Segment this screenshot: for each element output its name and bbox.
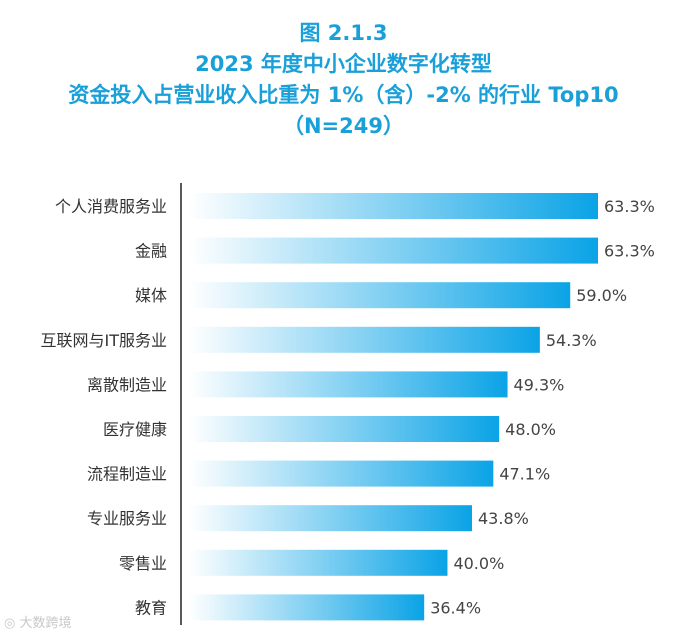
category-label: 互联网与IT服务业 xyxy=(41,331,168,350)
value-label: 54.3% xyxy=(546,331,597,350)
value-label: 43.8% xyxy=(478,509,529,528)
bar xyxy=(189,282,571,309)
category-label: 医疗健康 xyxy=(103,420,167,439)
category-label: 零售业 xyxy=(119,554,167,573)
bar xyxy=(189,594,425,621)
category-label: 个人消费服务业 xyxy=(55,197,167,216)
bar xyxy=(189,460,494,487)
title-line-3: 资金投入占营业收入比重为 1%（含）-2% 的行业 Top10 xyxy=(68,83,619,107)
value-label: 40.0% xyxy=(453,554,504,573)
category-label: 金融 xyxy=(135,242,167,261)
bar xyxy=(189,549,448,576)
value-label: 63.3% xyxy=(604,242,655,261)
bar xyxy=(189,193,598,219)
title-line-4: （N=249） xyxy=(282,114,404,138)
watermark: ◎ 大数跨境 xyxy=(4,612,72,631)
chart-title: 图 2.1.3 2023 年度中小企业数字化转型 资金投入占营业收入比重为 1%… xyxy=(0,18,687,142)
watermark-text: 大数跨境 xyxy=(19,616,72,631)
category-label: 教育 xyxy=(135,598,167,617)
value-label: 59.0% xyxy=(576,286,627,305)
title-line-1: 图 2.1.3 xyxy=(299,21,388,45)
value-label: 48.0% xyxy=(505,420,556,439)
bar xyxy=(189,371,508,398)
value-label: 49.3% xyxy=(514,375,565,394)
bar xyxy=(189,326,540,353)
value-label: 47.1% xyxy=(499,465,550,484)
category-label: 专业服务业 xyxy=(87,509,167,528)
bar xyxy=(189,416,500,442)
value-label: 36.4% xyxy=(430,598,481,617)
category-label: 媒体 xyxy=(135,286,167,305)
title-line-2: 2023 年度中小企业数字化转型 xyxy=(195,52,492,76)
value-label: 63.3% xyxy=(604,197,655,216)
category-label: 流程制造业 xyxy=(87,465,167,484)
bar xyxy=(189,237,598,264)
category-label: 离散制造业 xyxy=(87,375,167,394)
watermark-icon: ◎ xyxy=(4,616,20,631)
bar xyxy=(189,505,473,532)
